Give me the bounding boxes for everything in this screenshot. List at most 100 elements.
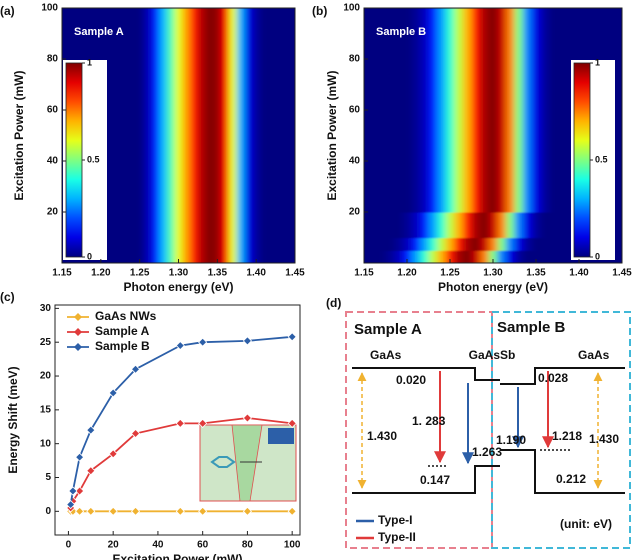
heatmap-cell [437,8,447,213]
heatmap-cell [143,8,152,263]
heatmap-cell [488,8,498,213]
heatmap-cell [566,237,576,251]
heatmap-cell [368,8,378,213]
heatmap-cell [385,237,395,251]
heatmap-cell [462,250,473,263]
heatmap-cell [566,8,576,213]
heatmap-cell [540,237,550,251]
x-tick-label: 1.20 [91,268,111,279]
heatmap-cell [540,212,550,239]
heatmap-cell [480,8,490,213]
energy-label: 1.430 [589,432,619,446]
energy-label: 1.190 [496,433,526,447]
heatmap-cell [252,8,261,263]
y-tick-label: 30 [40,303,52,314]
x-axis-label: Excitation Power (mW) [112,552,242,560]
data-point [75,452,85,462]
heatmap-cell [437,250,447,263]
heatmap-cell [267,8,277,263]
data-point [175,418,185,428]
energy-label: 1.218 [552,429,582,443]
heatmap-cell [505,8,516,213]
material-label: GaAsSb [469,348,516,362]
conduction-band [352,367,625,385]
heatmap-cell [411,8,421,213]
x-tick-label: 1.15 [354,268,374,279]
heatmap-cell [531,250,541,263]
heatmap-cell [260,8,269,263]
heatmap-cell [419,237,430,251]
heatmap-cell [174,8,183,263]
energy-label: 0.020 [396,373,426,387]
legend-marker [74,343,82,351]
y-axis-label: Excitation Power (mW) [12,70,26,200]
x-tick-label: 0 [66,540,72,551]
heatmap-cell [411,250,421,263]
heatmap-cell [182,8,191,263]
heatmap-cell [566,212,576,239]
material-label: GaAs [370,348,402,362]
heatmap-cell [445,212,455,239]
heatmap-cell [462,237,473,251]
heatmap-cell [523,237,533,251]
heatmap-cell [548,237,559,251]
heatmap-cell [454,250,464,263]
panel-label: (b) [312,4,327,18]
legend-label: GaAs NWs [95,309,157,323]
heatmap-cell [488,212,498,239]
colorbar-tick-label: 0.5 [595,154,608,164]
data-point [86,466,96,476]
data-point [130,428,141,439]
y-axis-label: Energy Shift (meV) [6,366,20,473]
heatmap-cell [617,237,622,251]
inset-image [199,424,297,502]
y-tick-label: 25 [40,337,52,348]
sample-annotation: Sample A [74,26,124,38]
data-point [75,486,85,496]
heatmap-cell [617,212,622,239]
heatmap-cell [471,8,481,213]
heatmap-cell [514,8,524,213]
y-tick-label: 10 [40,438,52,449]
heatmap-cell [428,212,438,239]
heatmap-cell [548,212,559,239]
data-point [66,499,76,510]
heatmap-cell [275,8,284,263]
heatmap-cell [566,250,576,263]
colorbar-tick-label: 1 [87,57,92,67]
data-point [130,364,141,374]
heatmap-cell [471,237,481,251]
panel-label: (c) [0,290,15,304]
sample-title: Sample B [497,319,566,336]
heatmap-cell [454,212,464,239]
heatmap-cell [364,212,369,239]
heatmap-cell [480,237,490,251]
y-tick-label: 100 [41,3,58,14]
heatmap-cell [514,212,524,239]
data-point [287,418,297,428]
band-diagram: (d) Sample A Sample B GaAs GaAsSb GaAs 0… [326,296,631,549]
x-tick-label: 80 [242,540,254,551]
heatmap-cell [548,8,559,213]
heatmap-cell [445,250,455,263]
inset-key [268,428,294,444]
heatmap-cell [531,212,541,239]
inset-wire [231,424,263,502]
data-point [242,336,252,346]
heatmap-cell [151,8,160,263]
heatmap-cell [428,237,438,251]
heatmap-cell [557,237,567,251]
data-point [108,388,118,398]
heatmap-cell [548,250,559,263]
y-tick-label: 100 [343,3,360,14]
heatmap-cell [419,250,430,263]
heatmap-cell [402,237,412,251]
heatmap-cell [454,8,464,213]
heatmap-cell [159,8,168,263]
heatmap-cell [454,237,464,251]
heatmap-cell [385,8,395,213]
x-tick-label: 100 [284,540,301,551]
x-tick-label: 1.35 [208,268,228,279]
heatmap-cell [104,8,114,263]
